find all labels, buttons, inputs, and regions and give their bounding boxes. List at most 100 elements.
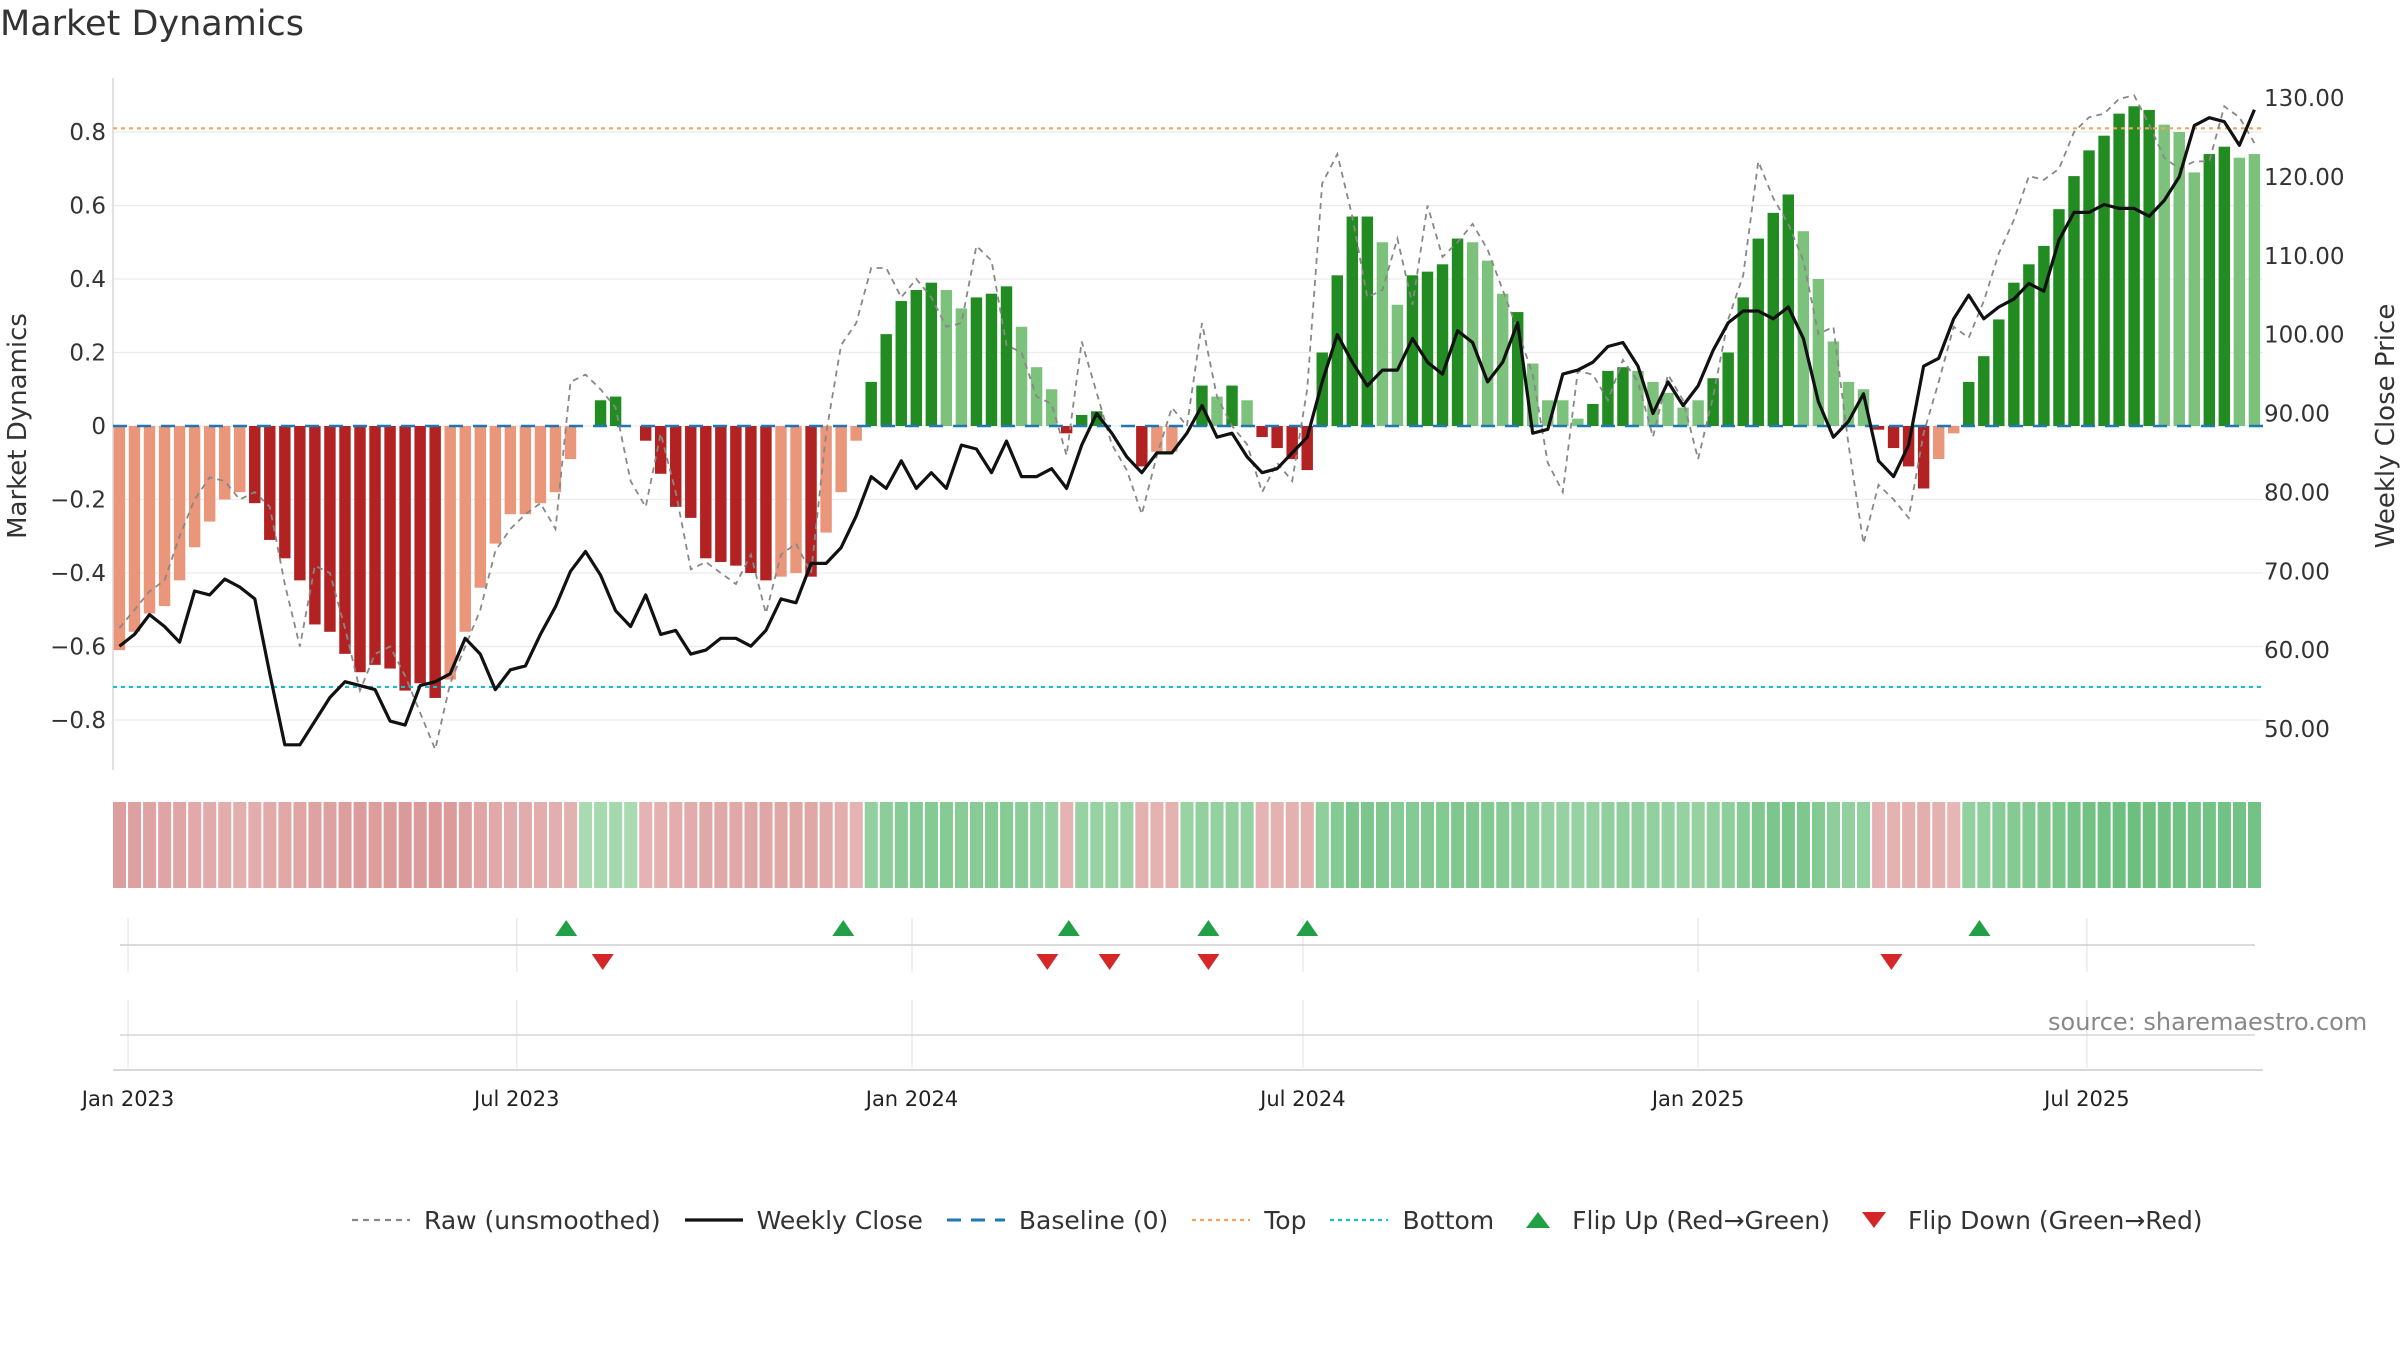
dynamics-bar	[639, 426, 652, 441]
dynamics-bar	[2068, 176, 2080, 426]
heat-cell	[1902, 802, 1916, 888]
heat-cell	[669, 802, 683, 888]
dynamics-bar	[1752, 238, 1764, 426]
y-tick-label: −0.4	[50, 561, 106, 587]
heat-cell	[1015, 802, 1029, 888]
dynamics-bar	[865, 381, 877, 426]
dynamics-bar	[2098, 135, 2110, 427]
dynamics-bar	[2218, 146, 2231, 426]
heat-cell	[849, 802, 863, 888]
heat-cell	[1285, 802, 1299, 888]
heat-cell	[323, 802, 337, 888]
heat-cell	[819, 802, 833, 888]
dynamics-bar	[1481, 260, 1494, 426]
dynamics-bar	[519, 426, 532, 515]
heat-cell	[1406, 802, 1420, 888]
heat-cell	[1120, 802, 1134, 888]
price-series	[118, 94, 2256, 753]
heat-cell	[1932, 802, 1946, 888]
dynamics-bar	[2113, 113, 2125, 426]
dynamics-bar	[1978, 356, 1990, 426]
heat-cell	[1135, 802, 1149, 888]
heat-cell	[1616, 802, 1630, 888]
dynamics-bar	[564, 426, 577, 460]
heat-cell	[699, 802, 713, 888]
heat-cell	[503, 802, 517, 888]
y-tick-label: 0.4	[69, 267, 106, 293]
dynamics-bar	[1301, 426, 1313, 471]
y-tick-label: 0.2	[69, 341, 106, 367]
y2-axis-title: Weekly Close Price	[2371, 304, 2400, 549]
x-tick-label: Jul 2023	[472, 1087, 559, 1111]
heat-cell	[1917, 802, 1931, 888]
dynamics-bar	[1932, 426, 1945, 460]
dynamics-bar	[2053, 209, 2065, 426]
heat-cell	[1977, 802, 1991, 888]
dynamics-bar	[1286, 426, 1298, 460]
axes: −0.8 −0.6 −0.4 −0.2 0 0.2 0.4 0.6 0.8 50.00 60.00 7…	[3, 86, 2400, 1111]
weekly-close-line	[118, 109, 2256, 747]
heat-cell	[1270, 802, 1284, 888]
dynamics-bar	[1331, 275, 1343, 426]
legend-raw-label: Raw (unsmoothed)	[424, 1205, 661, 1235]
heat-cell	[2217, 802, 2231, 888]
heat-cell	[2142, 802, 2156, 888]
heat-cell	[564, 802, 578, 888]
dynamics-bar	[2038, 245, 2050, 426]
heat-cell	[368, 802, 382, 888]
heat-cell	[1225, 802, 1239, 888]
legend-top-label: Top	[1264, 1205, 1307, 1235]
heat-cell	[909, 802, 923, 888]
heat-cell	[263, 802, 277, 888]
heat-cell	[113, 802, 127, 888]
legend-raw: Raw (unsmoothed)	[352, 1206, 661, 1235]
dynamics-bar	[970, 297, 983, 426]
heat-cell	[158, 802, 172, 888]
legend-bottom-label: Bottom	[1402, 1205, 1495, 1235]
legend-flip-up-swatch	[1526, 1212, 1551, 1228]
heat-cell	[338, 802, 352, 888]
dynamics-bar	[369, 426, 381, 665]
dynamics-bar	[128, 426, 141, 632]
dynamics-bar	[985, 293, 998, 426]
heat-cell	[518, 802, 532, 888]
dynamics-bar	[1091, 411, 1103, 426]
heat-cell	[1496, 802, 1510, 888]
dynamics-bar	[188, 426, 201, 548]
heat-cell	[1375, 802, 1389, 888]
dynamics-bar	[399, 426, 411, 691]
heat-cell	[173, 802, 187, 888]
y2-tick-label: 90.00	[2264, 402, 2330, 428]
dynamics-bar	[1812, 279, 1825, 426]
y2-tick-label: 100.00	[2264, 323, 2344, 349]
dynamics-bar	[234, 426, 246, 493]
y-tick-label: 0.6	[69, 194, 106, 220]
dynamics-bar	[1572, 418, 1584, 426]
heat-cell	[143, 802, 157, 888]
legend-bottom-swatch	[1330, 1218, 1389, 1222]
dynamics-bar	[1000, 286, 1013, 426]
heat-cell	[714, 802, 728, 888]
dynamics-bar	[549, 426, 562, 493]
heat-cell	[549, 802, 563, 888]
source-watermark: source: sharemaestro.com	[2048, 1008, 2368, 1036]
dynamics-bar	[2083, 150, 2095, 426]
chart-title: Market Dynamics	[0, 4, 305, 44]
heat-cell	[473, 802, 487, 888]
heat-cell	[609, 802, 623, 888]
dynamics-bar	[1060, 426, 1073, 434]
heat-cell	[488, 802, 502, 888]
dynamics-bar	[339, 426, 351, 654]
regime-heat-strip	[113, 802, 2261, 888]
legend-baseline-swatch	[946, 1218, 1005, 1222]
legend-flip-down-label: Flip Down (Green→Red)	[1908, 1205, 2203, 1235]
legend-flip-down: Flip Down (Green→Red)	[1854, 1206, 2203, 1235]
heat-cell	[2097, 802, 2111, 888]
heat-cell	[1421, 802, 1435, 888]
dynamics-bar	[2188, 172, 2200, 426]
heat-cell	[188, 802, 202, 888]
heat-cell	[1451, 802, 1465, 888]
dynamics-bar	[534, 426, 547, 504]
dynamics-bar	[1707, 378, 1719, 426]
dynamics-bar	[2128, 106, 2140, 427]
